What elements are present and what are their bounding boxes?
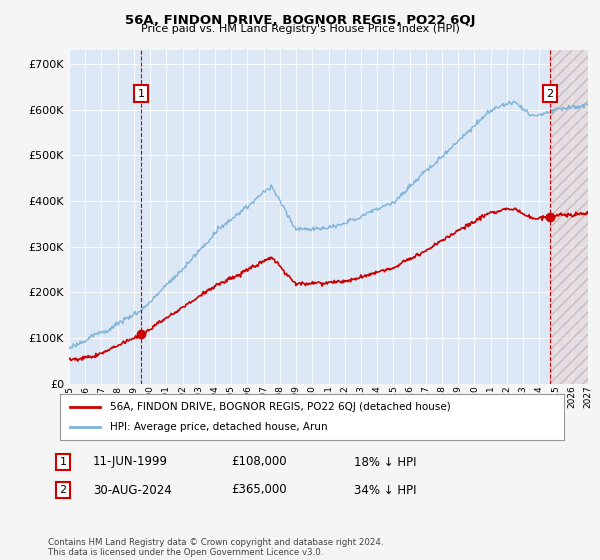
- Text: Price paid vs. HM Land Registry's House Price Index (HPI): Price paid vs. HM Land Registry's House …: [140, 24, 460, 34]
- Text: 2: 2: [59, 485, 67, 495]
- Text: 18% ↓ HPI: 18% ↓ HPI: [354, 455, 416, 469]
- Text: 1: 1: [59, 457, 67, 467]
- Text: 11-JUN-1999: 11-JUN-1999: [93, 455, 168, 469]
- Text: 2: 2: [547, 88, 554, 99]
- Text: 56A, FINDON DRIVE, BOGNOR REGIS, PO22 6QJ (detached house): 56A, FINDON DRIVE, BOGNOR REGIS, PO22 6Q…: [110, 402, 451, 412]
- Text: 1: 1: [137, 88, 145, 99]
- Text: 30-AUG-2024: 30-AUG-2024: [93, 483, 172, 497]
- Text: £108,000: £108,000: [231, 455, 287, 469]
- Text: 34% ↓ HPI: 34% ↓ HPI: [354, 483, 416, 497]
- Bar: [550, 50, 588, 384]
- Bar: [550, 50, 588, 384]
- Text: HPI: Average price, detached house, Arun: HPI: Average price, detached house, Arun: [110, 422, 328, 432]
- Text: 56A, FINDON DRIVE, BOGNOR REGIS, PO22 6QJ: 56A, FINDON DRIVE, BOGNOR REGIS, PO22 6Q…: [125, 14, 475, 27]
- Text: Contains HM Land Registry data © Crown copyright and database right 2024.
This d: Contains HM Land Registry data © Crown c…: [48, 538, 383, 557]
- Text: £365,000: £365,000: [231, 483, 287, 497]
